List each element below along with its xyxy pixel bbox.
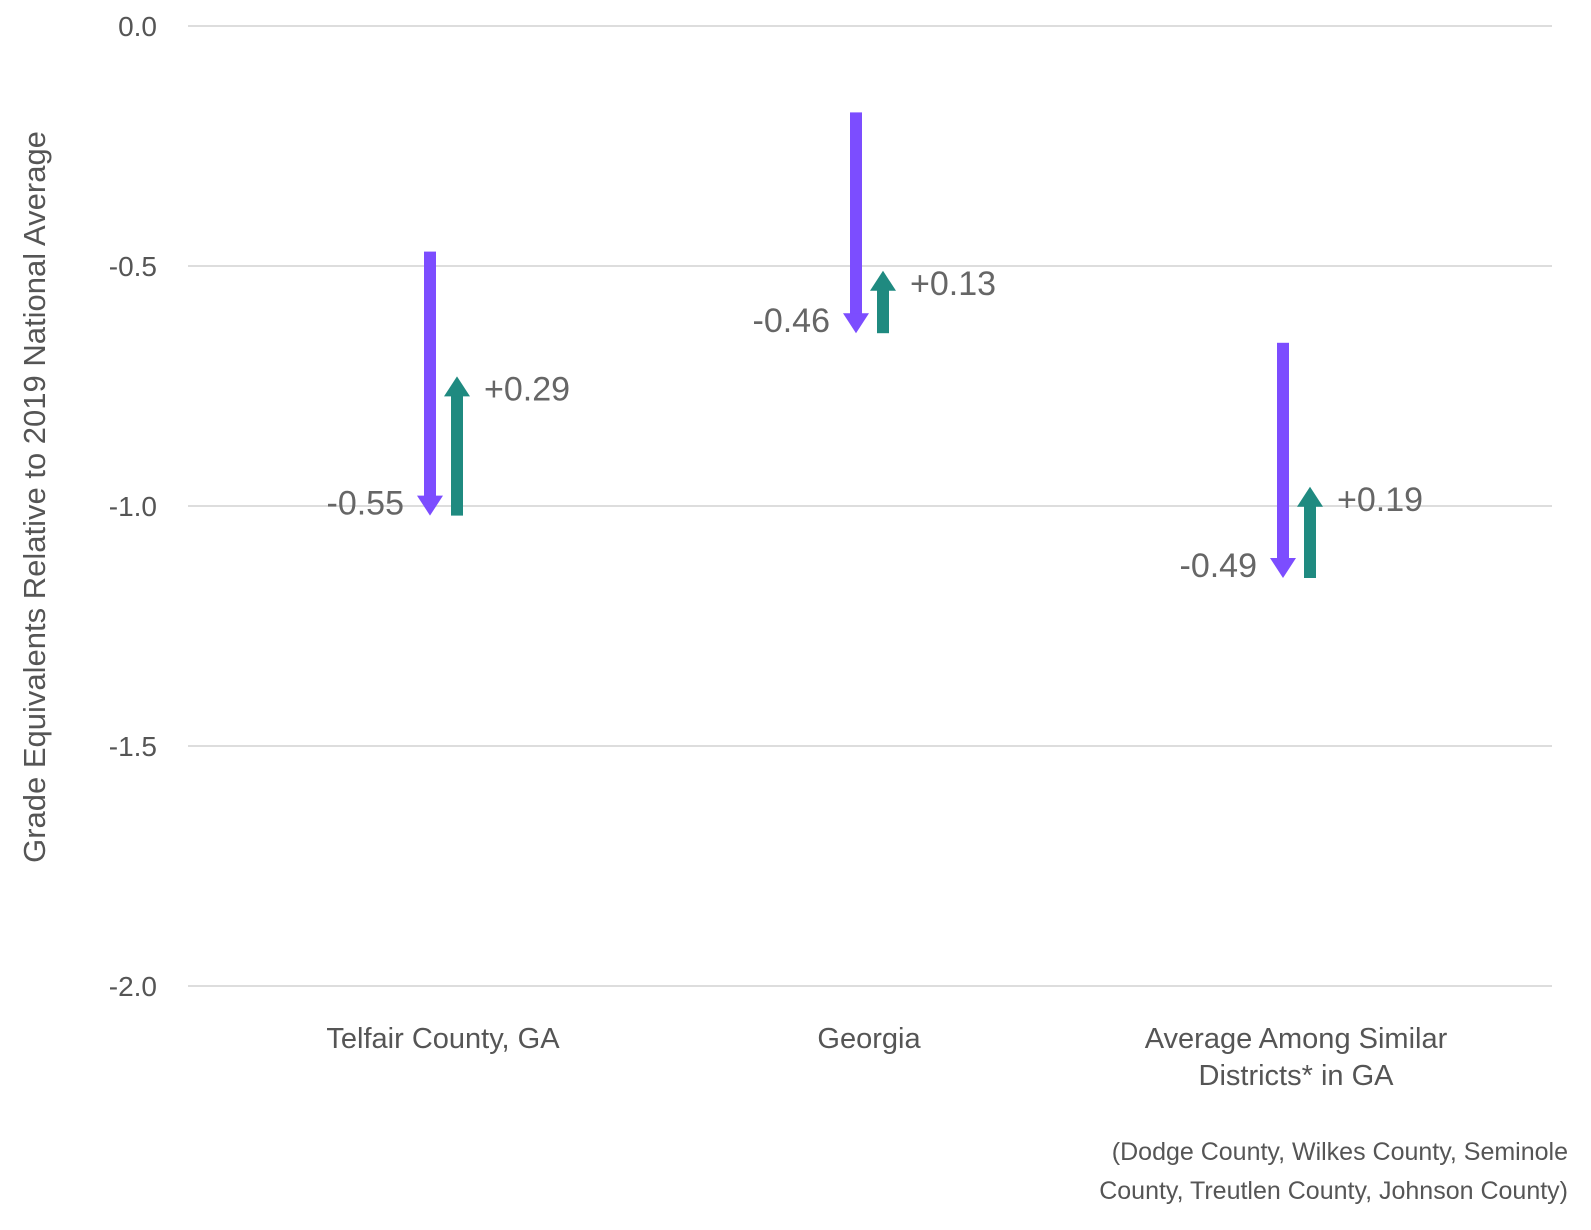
recovery-value-label: +0.13 xyxy=(910,265,996,303)
decline-arrow-head xyxy=(417,495,443,516)
y-axis-label: Grade Equivalents Relative to 2019 Natio… xyxy=(17,131,52,863)
decline-arrow-shaft xyxy=(850,112,862,315)
category-labels: Telfair County, GA Georgia Average Among S… xyxy=(326,1023,1447,1092)
recovery-arrow-shaft xyxy=(1304,505,1316,578)
decline-arrow-shaft xyxy=(1277,342,1289,559)
y-tick-label: -1.5 xyxy=(109,731,157,762)
category-label: Telfair County, GA xyxy=(326,1023,560,1055)
decline-value-label: -0.55 xyxy=(327,485,405,523)
decline-value-label: -0.49 xyxy=(1180,547,1258,585)
y-tick-label: -1.0 xyxy=(109,491,157,522)
arrows: -0.55 +0.29 -0.46 +0.13 -0.49 +0.19 xyxy=(327,112,1423,585)
recovery-arrow-head xyxy=(870,270,896,291)
category-label: Georgia xyxy=(817,1023,921,1055)
recovery-arrow-shaft xyxy=(451,395,463,516)
gridlines xyxy=(188,25,1552,987)
footnote-line: County, Treutlen County, Johnson County) xyxy=(1099,1177,1568,1205)
recovery-arrow-head xyxy=(444,376,470,397)
footnote-line: (Dodge County, Wilkes County, Seminole xyxy=(1112,1138,1568,1166)
decline-arrow-head xyxy=(843,313,869,334)
decline-arrow-shaft xyxy=(424,251,436,497)
footnote: (Dodge County, Wilkes County, Seminole Co… xyxy=(1099,1138,1568,1205)
recovery-arrow-shaft xyxy=(877,289,889,334)
y-tick-label: -0.5 xyxy=(109,251,157,282)
recovery-value-label: +0.19 xyxy=(1337,481,1423,519)
y-axis-ticks: 0.0 -0.5 -1.0 -1.5 -2.0 xyxy=(109,11,157,1002)
recovery-arrow-head xyxy=(1297,486,1323,507)
decline-arrow-head xyxy=(1270,558,1296,578)
decline-value-label: -0.46 xyxy=(753,302,831,340)
y-tick-label: -2.0 xyxy=(109,971,157,1002)
y-tick-label: 0.0 xyxy=(118,11,157,42)
category-label: Average Among Similar xyxy=(1145,1023,1448,1055)
recovery-value-label: +0.29 xyxy=(484,370,570,408)
category-label: Districts* in GA xyxy=(1199,1060,1395,1092)
